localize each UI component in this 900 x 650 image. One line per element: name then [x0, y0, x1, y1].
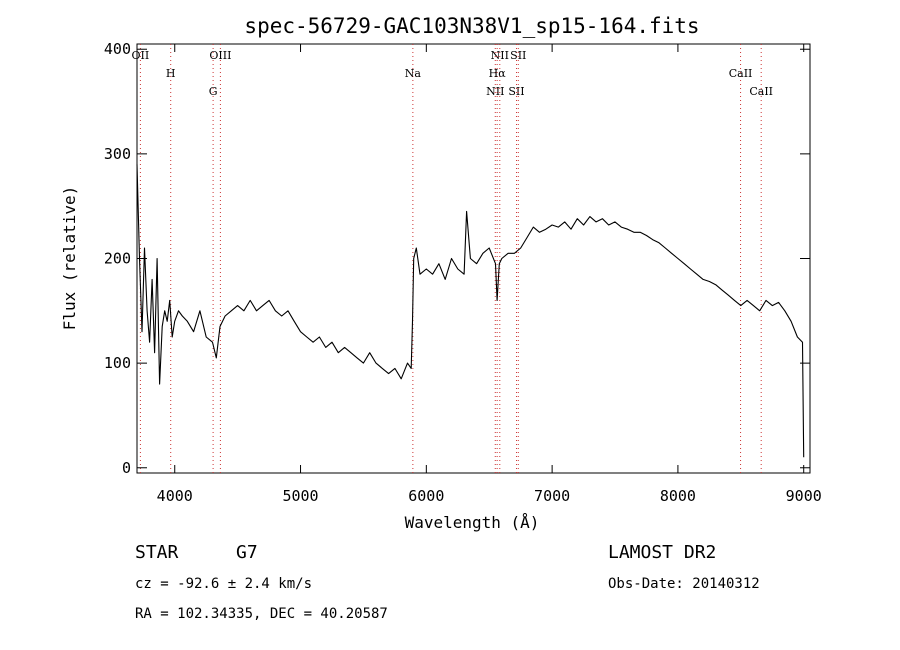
x-tick-label-1: 5000 [282, 487, 318, 505]
x-tick-label-5: 9000 [786, 487, 822, 505]
axis-ticks: 4000 5000 6000 7000 8000 9000 0 100 200 300 400 [104, 40, 822, 505]
line-label-7: Hα [489, 67, 507, 80]
line-label-2: G [209, 85, 218, 98]
spectral-subclass: G7 [236, 542, 258, 563]
y-tick-label-3: 300 [104, 145, 131, 163]
line-label-11: CaII [749, 85, 773, 98]
x-tick-label-3: 7000 [534, 487, 570, 505]
redshift-line: cz = -92.6 ± 2.4 km/s [135, 576, 313, 592]
line-label-6: NII [491, 49, 509, 62]
y-tick-label-2: 200 [104, 250, 131, 268]
chart-title: spec-56729-GAC103N38V1_sp15-164.fits [244, 14, 699, 38]
line-label-3: OIII [209, 49, 231, 62]
x-tick-label-4: 8000 [660, 487, 696, 505]
line-label-4: Na [405, 67, 422, 80]
line-label-5: NII [486, 85, 504, 98]
line-label-1: H [166, 67, 176, 80]
y-tick-label-0: 0 [122, 459, 131, 477]
coordinates: RA = 102.34335, DEC = 40.20587 [135, 606, 388, 622]
y-tick-label-1: 100 [104, 354, 131, 372]
x-tick-label-0: 4000 [157, 487, 193, 505]
obs-date: Obs-Date: 20140312 [608, 576, 760, 592]
spectrum-series [136, 164, 805, 458]
line-label-0: OII [132, 49, 150, 62]
line-label-8: SII [508, 85, 524, 98]
line-label-9: SII [510, 49, 526, 62]
plot-frame [136, 43, 811, 474]
spectrum-line [136, 164, 805, 458]
x-tick-label-2: 6000 [408, 487, 444, 505]
object-type: STAR [135, 542, 179, 563]
y-axis-label: Flux (relative) [60, 186, 79, 331]
survey-name: LAMOST DR2 [608, 542, 717, 563]
x-axis-label: Wavelength (Å) [405, 513, 540, 532]
y-tick-label-4: 400 [104, 40, 131, 58]
line-label-10: CaII [729, 67, 753, 80]
